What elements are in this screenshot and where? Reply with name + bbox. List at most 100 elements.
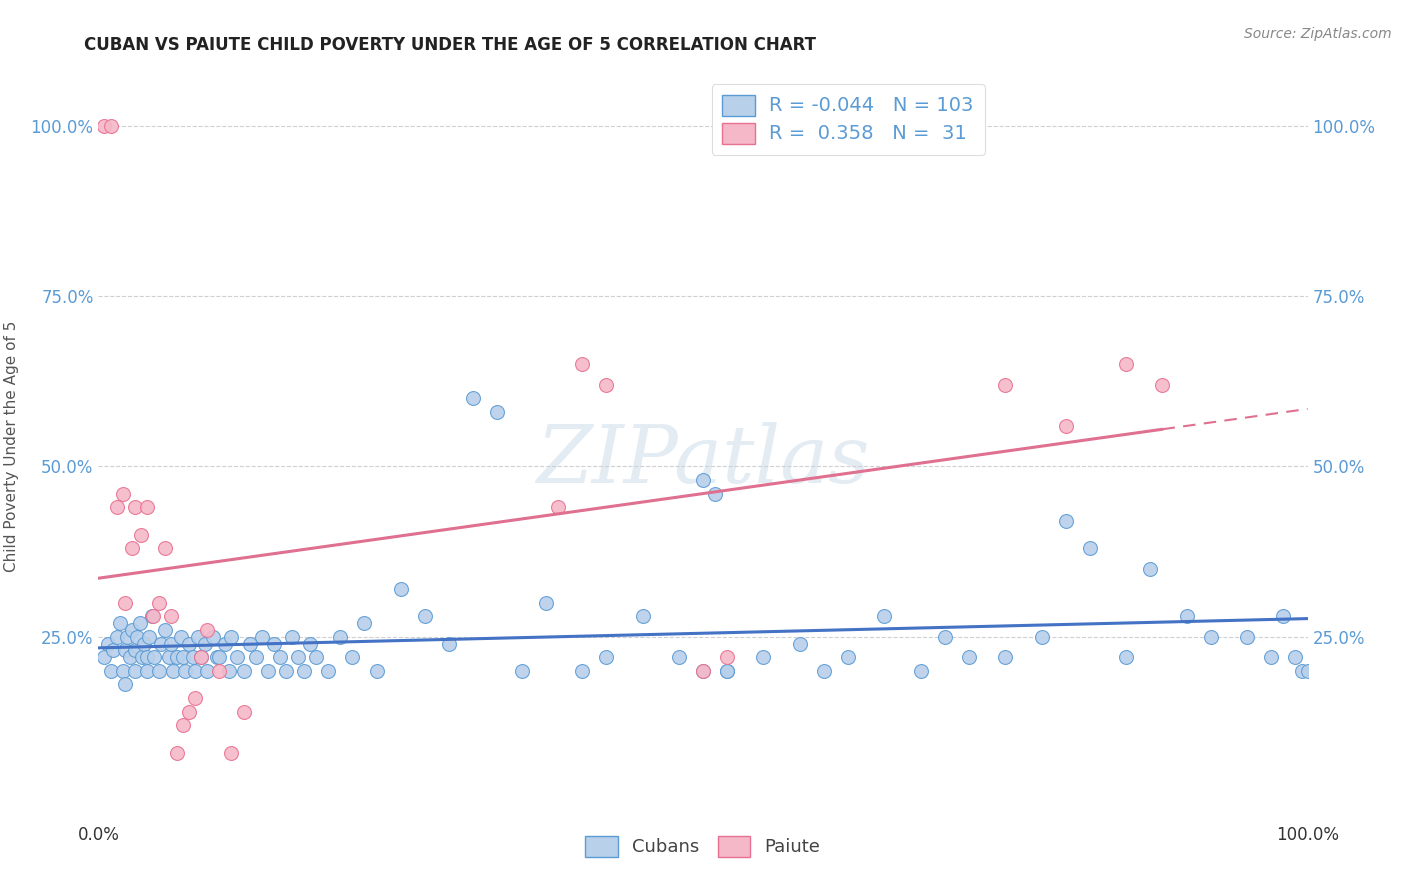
Point: [342, 650, 364, 665]
Point: [329, 630, 352, 644]
Point: [150, 636, 173, 650]
Point: [127, 630, 149, 644]
Point: [274, 664, 297, 678]
Point: [994, 650, 1017, 665]
Point: [263, 636, 285, 650]
Point: [631, 609, 654, 624]
Point: [256, 664, 278, 678]
Point: [142, 609, 165, 624]
Point: [160, 609, 183, 624]
Point: [1260, 650, 1282, 665]
Point: [1078, 541, 1101, 556]
Point: [124, 664, 146, 678]
Point: [486, 405, 509, 419]
Point: [172, 718, 194, 732]
Point: [100, 119, 122, 133]
Point: [135, 664, 157, 678]
Point: [1291, 664, 1313, 678]
Point: [195, 664, 218, 678]
Legend: Cubans, Paiute: Cubans, Paiute: [578, 829, 828, 864]
Point: [162, 664, 184, 678]
Point: [214, 636, 236, 650]
Point: [194, 636, 217, 650]
Point: [704, 486, 727, 500]
Point: [181, 650, 204, 665]
Point: [128, 616, 150, 631]
Point: [534, 596, 557, 610]
Point: [117, 630, 139, 644]
Point: [934, 630, 956, 644]
Point: [1199, 630, 1222, 644]
Point: [118, 650, 141, 665]
Point: [366, 664, 388, 678]
Point: [93, 650, 115, 665]
Point: [1115, 650, 1137, 665]
Point: [129, 527, 152, 541]
Point: [716, 664, 738, 678]
Point: [1115, 357, 1137, 371]
Point: [143, 650, 166, 665]
Point: [692, 473, 714, 487]
Point: [121, 623, 143, 637]
Point: [174, 664, 197, 678]
Point: [232, 705, 254, 719]
Point: [202, 630, 225, 644]
Point: [837, 650, 859, 665]
Point: [595, 650, 617, 665]
Point: [205, 650, 228, 665]
Point: [353, 616, 375, 631]
Point: [218, 664, 240, 678]
Point: [813, 664, 835, 678]
Point: [169, 630, 191, 644]
Point: [269, 650, 291, 665]
Point: [179, 705, 201, 719]
Point: [135, 650, 157, 665]
Point: [239, 636, 262, 650]
Point: [148, 664, 170, 678]
Point: [221, 746, 243, 760]
Point: [148, 596, 170, 610]
Point: [910, 664, 932, 678]
Point: [413, 609, 436, 624]
Point: [111, 664, 134, 678]
Point: [166, 746, 188, 760]
Point: [1152, 377, 1174, 392]
Point: [305, 650, 328, 665]
Point: [752, 650, 775, 665]
Point: [716, 664, 738, 678]
Point: [153, 623, 176, 637]
Point: [111, 486, 134, 500]
Point: [221, 630, 243, 644]
Point: [105, 500, 128, 515]
Point: [232, 664, 254, 678]
Point: [124, 500, 146, 515]
Point: [292, 664, 315, 678]
Point: [789, 636, 811, 650]
Point: [1236, 630, 1258, 644]
Point: [994, 377, 1017, 392]
Point: [873, 609, 896, 624]
Point: [184, 691, 207, 706]
Point: [226, 650, 249, 665]
Point: [463, 392, 485, 406]
Point: [187, 630, 209, 644]
Point: [1175, 609, 1198, 624]
Point: [547, 500, 569, 515]
Point: [179, 636, 201, 650]
Point: [157, 650, 180, 665]
Point: [114, 677, 136, 691]
Point: [692, 664, 714, 678]
Point: [1031, 630, 1053, 644]
Point: [1054, 418, 1077, 433]
Point: [299, 636, 322, 650]
Point: [114, 643, 136, 657]
Point: [1054, 514, 1077, 528]
Point: [105, 630, 128, 644]
Point: [957, 650, 980, 665]
Point: [172, 650, 194, 665]
Point: [595, 377, 617, 392]
Point: [93, 119, 115, 133]
Point: [281, 630, 304, 644]
Point: [208, 650, 231, 665]
Point: [141, 609, 163, 624]
